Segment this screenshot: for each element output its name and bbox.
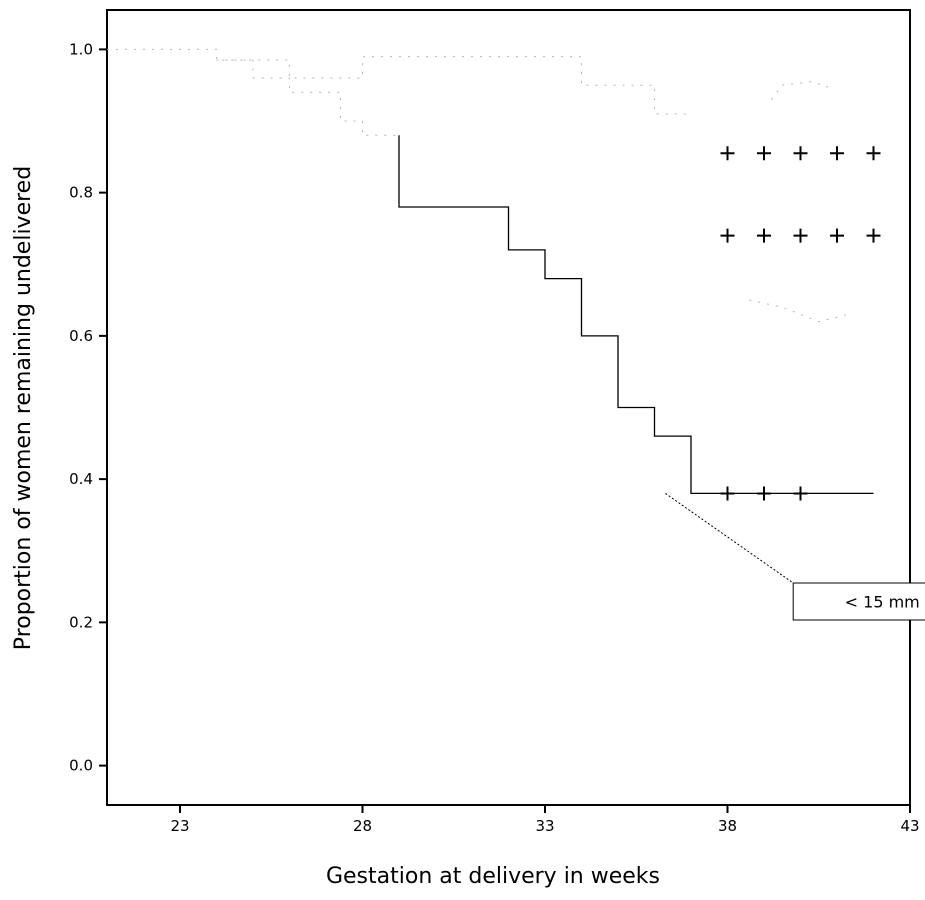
censor-mark <box>720 146 735 161</box>
faint-curve-3 <box>749 299 849 323</box>
censor-mark <box>866 146 881 161</box>
annotation-box <box>792 582 925 621</box>
y-tick-label: 1.0 <box>69 40 93 58</box>
censor-mark <box>866 228 881 243</box>
censor-mark <box>830 228 844 243</box>
annotation-label: < 15 mm <box>845 593 920 612</box>
x-tick-label: 33 <box>535 817 554 835</box>
y-axis: 0.0 0.2 0.4 0.6 0.8 1.0 <box>69 40 107 775</box>
censor-mark <box>793 146 808 161</box>
censor-mark <box>793 486 808 501</box>
faint-curve-2 <box>770 81 834 100</box>
censor-mark <box>757 228 771 243</box>
y-tick-label: 0.6 <box>69 327 93 345</box>
x-axis-title: Gestation at delivery in weeks <box>326 864 660 889</box>
y-tick-label: 0.4 <box>69 470 93 488</box>
x-axis: 23 28 33 38 43 <box>170 805 920 835</box>
censor-mark <box>793 228 808 243</box>
censor-mark <box>757 146 771 161</box>
censor-mark <box>757 486 771 501</box>
plot-frame <box>106 9 911 806</box>
censor-mark <box>830 146 844 161</box>
y-axis-title: Proportion of women remaining undelivere… <box>11 166 36 650</box>
survival-curves <box>107 48 874 495</box>
x-tick-label: 38 <box>718 817 737 835</box>
y-tick-label: 0.8 <box>69 184 93 202</box>
y-tick-label: 0.2 <box>69 613 93 631</box>
x-tick-label: 28 <box>353 817 372 835</box>
annotations: < 15 mm <box>665 493 925 621</box>
x-tick-label: 43 <box>900 817 919 835</box>
censor-marks <box>720 146 881 501</box>
faint-curve-1 <box>216 59 399 136</box>
y-tick-label: 0.0 <box>69 757 93 775</box>
faint-curve-0 <box>107 48 691 115</box>
censor-mark <box>720 228 735 243</box>
annotation-leader <box>665 493 794 584</box>
censor-mark <box>720 486 735 501</box>
survival-curve <box>398 135 874 495</box>
x-tick-label: 23 <box>170 817 189 835</box>
